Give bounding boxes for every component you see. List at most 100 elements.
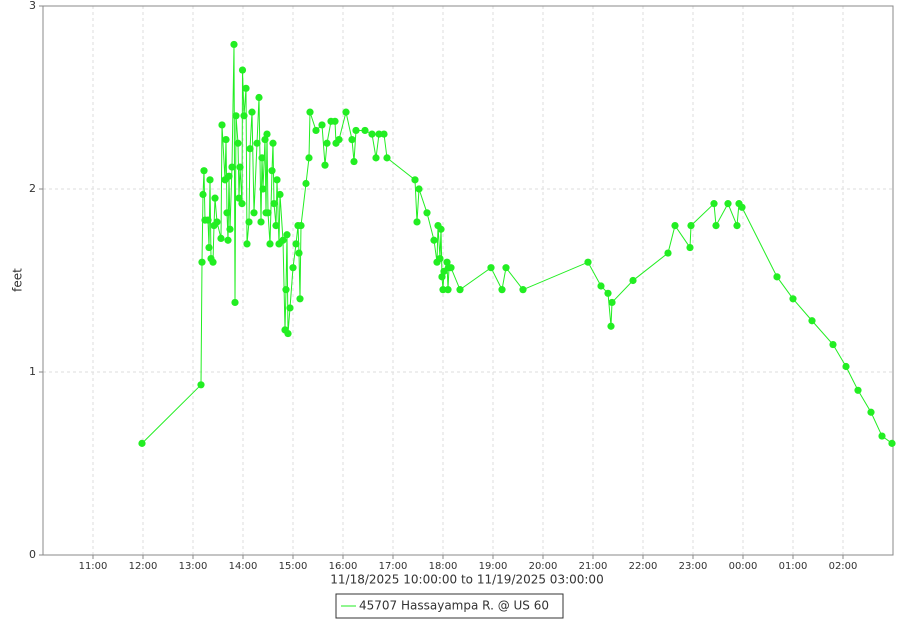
point [440, 267, 448, 275]
x-tick-label: 01:00 [779, 561, 808, 572]
point [498, 286, 506, 294]
point [263, 130, 271, 138]
point [209, 258, 217, 266]
point [248, 108, 256, 116]
point [297, 222, 305, 230]
x-tick-label: 18:00 [429, 561, 458, 572]
point [197, 381, 205, 389]
point [292, 240, 300, 248]
point [375, 130, 383, 138]
point [284, 329, 292, 338]
legend-box [335, 593, 564, 619]
point [361, 126, 369, 135]
point [447, 264, 455, 272]
point [671, 222, 679, 230]
point [368, 130, 376, 138]
point [269, 139, 277, 147]
point [411, 176, 419, 184]
point [789, 295, 797, 303]
point [272, 222, 280, 230]
point [686, 243, 694, 252]
x-tick-label: 14:00 [229, 561, 258, 572]
point [200, 167, 208, 175]
point [259, 185, 267, 193]
point [226, 225, 234, 233]
point [138, 439, 146, 447]
point [224, 236, 232, 244]
plot-frame [42, 5, 894, 556]
point [270, 200, 278, 208]
point [257, 218, 265, 226]
point [295, 249, 303, 257]
point [198, 258, 206, 266]
point [268, 167, 276, 175]
point [211, 194, 219, 202]
point [415, 185, 423, 193]
point [348, 135, 356, 144]
point [245, 218, 253, 226]
y-tick-label: 0 [29, 548, 36, 561]
point [597, 282, 605, 290]
x-tick-label: 13:00 [179, 561, 208, 572]
y-tick-label: 1 [29, 365, 36, 378]
point [423, 209, 431, 217]
point [438, 273, 446, 281]
point [773, 273, 781, 281]
x-tick-label: 02:00 [829, 561, 858, 572]
point [234, 139, 242, 147]
point [439, 286, 447, 294]
x-tick-label: 20:00 [529, 561, 558, 572]
y-tick-label: 3 [29, 0, 36, 12]
point [867, 408, 875, 416]
point [232, 112, 240, 120]
point [687, 222, 695, 230]
point [724, 200, 732, 208]
point [204, 216, 212, 224]
point [584, 258, 592, 266]
point [289, 264, 297, 272]
point [228, 163, 236, 171]
point [710, 200, 718, 208]
point [253, 139, 261, 147]
point [607, 322, 615, 330]
point [250, 209, 258, 217]
point [437, 225, 445, 233]
point [430, 236, 438, 244]
x-tick-label: 17:00 [379, 561, 408, 572]
point [240, 112, 248, 120]
point [342, 108, 350, 116]
y-axis-label: feet [11, 268, 25, 292]
point [225, 172, 233, 180]
y-tick-label: 2 [29, 182, 36, 195]
point [242, 84, 250, 92]
point [199, 190, 207, 199]
point [235, 194, 243, 202]
point [223, 209, 231, 217]
point [352, 126, 360, 135]
point [321, 161, 329, 169]
point [302, 179, 310, 188]
point [264, 209, 272, 217]
x-tick-label: 00:00 [729, 561, 758, 572]
point [306, 108, 314, 116]
point [283, 231, 291, 239]
point [350, 157, 358, 166]
x-tick-label: 11:00 [79, 561, 108, 572]
x-tick-label: 22:00 [629, 561, 658, 572]
point [213, 218, 221, 226]
x-tick-label: 15:00 [279, 561, 308, 572]
point [604, 289, 612, 297]
point [276, 190, 284, 199]
point [436, 254, 444, 263]
point [238, 66, 247, 74]
point [261, 135, 269, 144]
point [305, 154, 313, 162]
x-tick-label: 23:00 [679, 561, 708, 572]
point [279, 236, 287, 244]
point [878, 432, 886, 440]
point [255, 93, 263, 102]
point [380, 130, 388, 138]
point [236, 163, 244, 171]
point [456, 286, 464, 294]
